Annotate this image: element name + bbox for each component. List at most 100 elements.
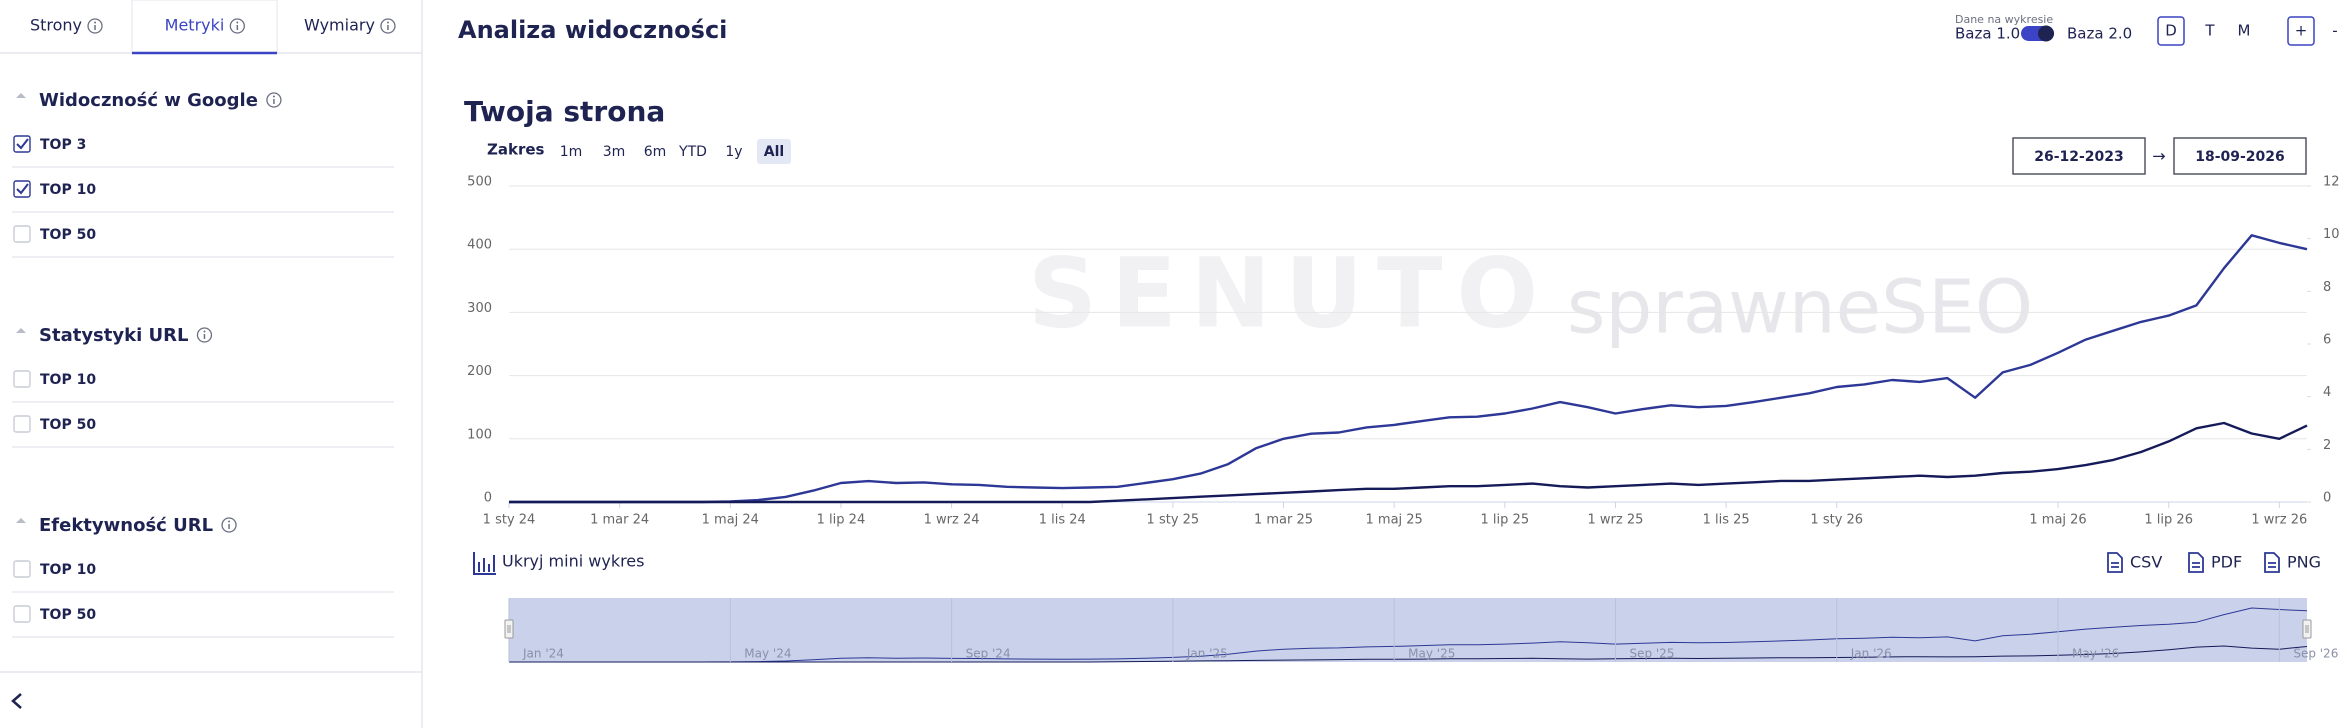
export-icon[interactable] xyxy=(2264,552,2280,573)
info-icon[interactable] xyxy=(221,517,237,533)
checkbox[interactable] xyxy=(13,225,31,243)
section-caret[interactable] xyxy=(16,93,26,98)
x-tick-label: 1 maj 26 xyxy=(2029,513,2086,528)
x-tick-label: 1 wrz 26 xyxy=(2251,513,2307,528)
zoom-box[interactable] xyxy=(2287,16,2315,46)
toggle-right-label[interactable]: Baza 2.0 xyxy=(2067,25,2132,43)
checkmark xyxy=(16,138,29,150)
export-button[interactable]: PNG xyxy=(2287,553,2321,572)
toggle-knob[interactable] xyxy=(2038,25,2054,42)
checkbox[interactable] xyxy=(13,370,31,388)
navigator-selection[interactable] xyxy=(509,598,2307,662)
navigator-label: May '26 xyxy=(2072,647,2119,661)
zoom-button[interactable]: + xyxy=(2295,22,2308,40)
checkbox-label[interactable]: TOP 10 xyxy=(40,372,96,388)
navigator-handle[interactable] xyxy=(504,619,514,639)
y2-tick-label: 2 xyxy=(2323,438,2331,453)
info-icon[interactable] xyxy=(229,18,245,34)
data-source-label: Dane na wykresie xyxy=(1955,13,2053,26)
range-button[interactable]: YTD xyxy=(678,144,707,160)
date-arrow: → xyxy=(2152,147,2165,166)
date-to-box[interactable] xyxy=(2173,137,2307,175)
section-caret[interactable] xyxy=(16,328,26,333)
tab-label[interactable]: Wymiary xyxy=(304,16,375,35)
range-button[interactable]: 1m xyxy=(560,144,583,160)
checkbox[interactable] xyxy=(13,135,31,153)
date-from-box[interactable] xyxy=(2012,137,2146,175)
y-tick-label: 400 xyxy=(467,238,492,253)
chart-title: Twoja strona xyxy=(464,95,665,128)
y2-tick-label: 10 xyxy=(2323,227,2340,242)
date-to[interactable]: 18-09-2026 xyxy=(2195,149,2285,165)
series-line xyxy=(509,234,2308,504)
y-tick-label: 500 xyxy=(467,175,492,190)
tab-label[interactable]: Strony xyxy=(30,16,82,35)
checkbox[interactable] xyxy=(13,415,31,433)
checkbox[interactable] xyxy=(13,560,31,578)
x-tick-label: 1 mar 24 xyxy=(590,513,649,528)
range-button[interactable]: 3m xyxy=(603,144,626,160)
y-tick-label: 200 xyxy=(467,364,492,379)
y-tick-label: 0 xyxy=(484,491,492,506)
info-icon[interactable] xyxy=(87,18,103,34)
section-title[interactable]: Efektywność URL xyxy=(39,515,213,536)
navigator-label: Jan '24 xyxy=(522,647,564,661)
checkbox-label[interactable]: TOP 50 xyxy=(40,227,96,243)
x-tick-label: 1 wrz 25 xyxy=(1588,513,1644,528)
x-tick-label: 1 sty 25 xyxy=(1147,513,1200,528)
x-tick-label: 1 sty 24 xyxy=(483,513,536,528)
navigator-line xyxy=(509,607,2308,663)
checkbox[interactable] xyxy=(13,180,31,198)
checkbox[interactable] xyxy=(13,605,31,623)
y2-tick-label: 8 xyxy=(2323,280,2331,295)
range-button[interactable]: All xyxy=(764,144,784,160)
granularity-button[interactable]: T xyxy=(2204,22,2215,40)
x-tick-label: 1 lip 24 xyxy=(817,513,866,528)
navigator-label: Jan '26 xyxy=(1850,647,1892,661)
checkbox-label[interactable]: TOP 3 xyxy=(40,137,86,153)
mini-chart-icon[interactable] xyxy=(473,552,496,575)
granularity-button[interactable]: D xyxy=(2165,22,2177,40)
section-title[interactable]: Widoczność w Google xyxy=(39,90,258,111)
info-icon-dot xyxy=(203,330,206,333)
checkbox-label[interactable]: TOP 10 xyxy=(40,182,96,198)
y2-tick-label: 6 xyxy=(2323,333,2331,348)
y-tick-label: 300 xyxy=(467,301,492,316)
range-button-active-bg[interactable] xyxy=(757,139,791,164)
zoom-button[interactable]: - xyxy=(2332,22,2337,40)
navigator-label: May '25 xyxy=(1408,647,1455,661)
tab-label[interactable]: Metryki xyxy=(165,16,225,35)
navigator-label: Sep '24 xyxy=(966,647,1011,661)
export-icon[interactable] xyxy=(2188,552,2204,573)
date-from[interactable]: 26-12-2023 xyxy=(2034,149,2124,165)
x-tick-label: 1 lip 26 xyxy=(2144,513,2193,528)
y2-tick-label: 12 xyxy=(2323,175,2340,190)
info-icon[interactable] xyxy=(380,18,396,34)
info-icon[interactable] xyxy=(196,327,213,343)
checkmark xyxy=(16,183,29,195)
y-tick-label: 100 xyxy=(467,427,492,442)
section-caret[interactable] xyxy=(16,518,26,523)
export-button[interactable]: CSV xyxy=(2130,553,2162,572)
navigator-label: Sep '26 xyxy=(2293,647,2338,661)
range-button[interactable]: 1y xyxy=(725,144,742,160)
range-button[interactable]: 6m xyxy=(644,144,667,160)
checkbox-label[interactable]: TOP 50 xyxy=(40,607,96,623)
toggle-left-label[interactable]: Baza 1.0 xyxy=(1955,25,2020,43)
checkbox-label[interactable]: TOP 50 xyxy=(40,417,96,433)
info-icon[interactable] xyxy=(266,92,282,108)
x-tick-label: 1 lis 25 xyxy=(1703,513,1750,528)
info-icon-dot xyxy=(386,21,389,24)
x-tick-label: 1 maj 24 xyxy=(702,513,759,528)
export-button[interactable]: PDF xyxy=(2211,553,2242,572)
range-label: Zakres xyxy=(487,141,545,159)
granularity-button[interactable]: M xyxy=(2238,22,2251,40)
navigator-handle[interactable] xyxy=(2302,619,2312,639)
section-title[interactable]: Statystyki URL xyxy=(39,325,188,346)
mini-chart-toggle[interactable]: Ukryj mini wykres xyxy=(502,552,644,571)
page-title: Analiza widoczności xyxy=(458,16,727,44)
export-icon[interactable] xyxy=(2107,552,2123,573)
checkbox-label[interactable]: TOP 10 xyxy=(40,562,96,578)
granularity-box[interactable] xyxy=(2157,16,2185,46)
collapse-arrow[interactable] xyxy=(11,693,22,709)
